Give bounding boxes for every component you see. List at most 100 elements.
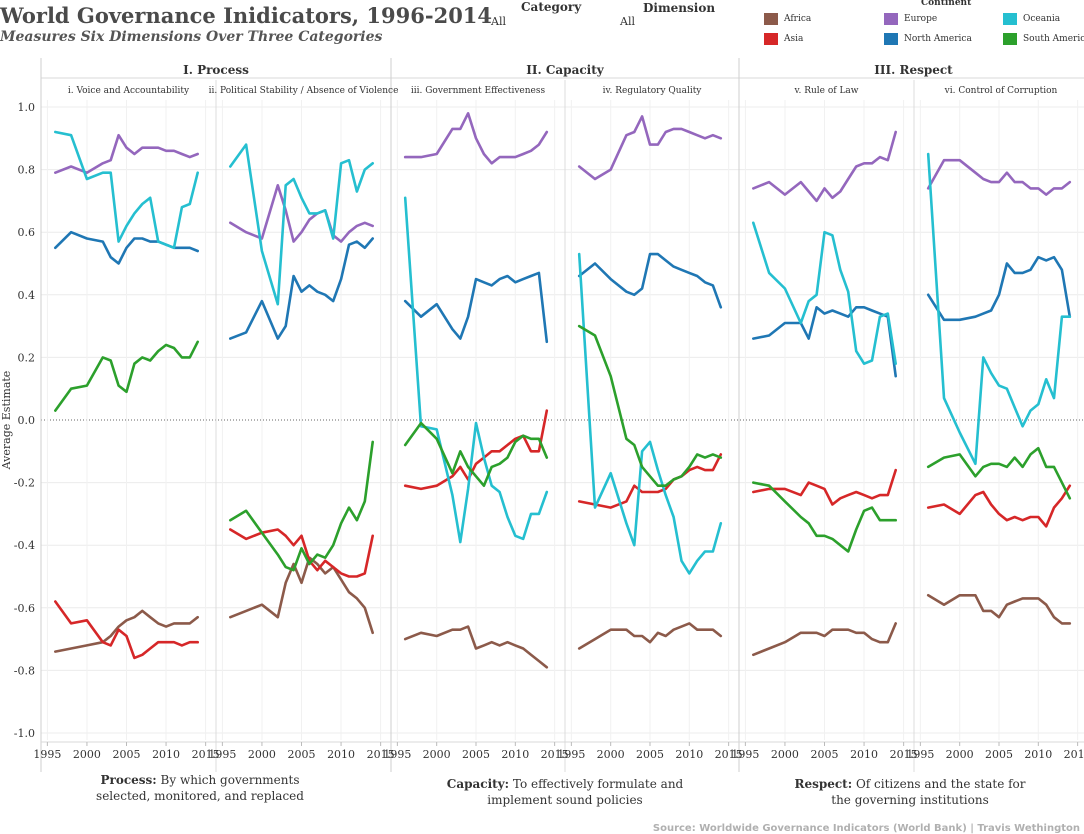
legend-item-asia[interactable]: Asia [764,33,803,45]
series-line-north-america [53,230,199,265]
legend-label: Europe [904,14,938,24]
series-line-asia [403,409,549,491]
respect-description-text: Of citizens and the state for the govern… [831,777,1026,807]
category-header: III. Respect [874,63,953,77]
category-header: II. Capacity [526,63,604,77]
x-tick-label: 1995 [557,748,585,761]
y-axis-title: Average Estimate [0,371,13,471]
series-line-south-america [53,340,199,412]
y-tick-label: 0.4 [18,289,36,302]
respect-description-bold: Respect: [794,777,853,791]
category-filter-label: Category [521,0,582,14]
series-line-asia [926,484,1072,528]
series-line-asia [229,528,375,578]
legend-swatch [884,13,898,25]
x-tick-label: 2005 [636,748,664,761]
legend-swatch [1003,13,1017,25]
series-line-oceania [403,196,549,544]
source-credit: Source: Worldwide Governance Indicators … [652,823,1080,834]
series-line-oceania [577,252,723,575]
panel-title: iii. Government Effectiveness [411,86,546,96]
dimension-filter-select[interactable]: All [620,15,635,28]
y-tick-label: -0.2 [14,477,35,490]
x-tick-label: 2015 [192,748,220,761]
legend-swatch [1003,33,1017,45]
legend-label: Africa [784,14,812,24]
series-line-europe [577,115,723,181]
panel-title: i. Voice and Accountability [68,86,190,96]
category-filter-select[interactable]: All [491,15,506,28]
x-tick-label: 2005 [985,748,1013,761]
legend-item-south-america[interactable]: South America [1003,33,1084,45]
x-tick-label: 1995 [208,748,236,761]
x-tick-label: 1995 [731,748,759,761]
panel-title: ii. Political Stability / Absence of Vio… [209,86,399,96]
x-tick-label: 2000 [73,748,101,761]
legend-item-europe[interactable]: Europe [884,13,937,25]
series-line-south-america [403,421,549,488]
series-line-north-america [229,237,375,340]
x-tick-label: 2005 [288,748,316,761]
x-tick-label: 2000 [771,748,799,761]
x-tick-label: 2010 [1024,748,1052,761]
x-tick-label: 1995 [33,748,61,761]
legend-item-africa[interactable]: Africa [764,13,811,25]
x-tick-label: 2015 [367,748,395,761]
legend-item-oceania[interactable]: Oceania [1003,13,1060,25]
series-line-europe [229,184,375,243]
x-tick-label: 2005 [113,748,141,761]
x-tick-label: 2010 [327,748,355,761]
y-tick-label: 0.8 [18,164,36,177]
chart-subtitle: Measures Six Dimensions Over Three Categ… [0,29,383,45]
category-header: I. Process [183,63,249,77]
x-tick-label: 2010 [850,748,878,761]
legend-title: Continent [921,0,972,8]
series-line-asia [53,600,199,660]
panel-title: vi. Control of Corruption [944,86,1058,96]
series-line-africa [926,593,1072,625]
series-line-asia [577,453,723,509]
series-line-africa [577,622,723,650]
series-line-north-america [577,252,723,309]
x-tick-label: 1995 [906,748,934,761]
y-tick-label: -0.4 [14,539,35,552]
series-line-europe [926,158,1072,196]
series-line-north-america [926,255,1072,322]
y-tick-label: 0.0 [18,414,36,427]
process-description-bold: Process: [100,773,157,787]
series-line-oceania [926,152,1072,466]
x-tick-label: 2015 [541,748,569,761]
y-tick-label: 0.6 [18,226,36,239]
process-description-text: By which governments selected, monitored… [96,773,304,803]
series-line-oceania [229,143,375,306]
process-description: Process: By which governments selected, … [80,772,320,804]
legend-label: Asia [784,34,804,44]
x-tick-label: 2015 [1064,748,1084,761]
series-line-asia [751,468,898,506]
chart-title: World Governance Inidicators, 1996-2014 [0,3,493,28]
x-tick-label: 2015 [890,748,918,761]
series-line-europe [751,130,898,203]
capacity-description-bold: Capacity: [446,777,510,791]
series-line-north-america [403,271,549,344]
series-line-africa [403,625,549,669]
series-line-africa [53,609,199,653]
legend-label: Oceania [1023,14,1061,24]
x-tick-label: 2000 [946,748,974,761]
legend-swatch [764,33,778,45]
y-tick-label: -0.6 [14,602,35,615]
series-line-south-america [926,446,1072,500]
series-line-oceania [53,130,199,250]
x-tick-label: 2000 [248,748,276,761]
series-line-africa [751,622,898,657]
series-line-north-america [751,305,898,378]
x-tick-label: 2000 [423,748,451,761]
panel-title: iv. Regulatory Quality [603,86,703,96]
series-line-south-america [229,440,375,572]
legend-item-north-america[interactable]: North America [884,33,972,45]
legend-swatch [764,13,778,25]
legend-label: North America [904,34,972,44]
capacity-description-text: To effectively formulate and implement s… [487,777,684,807]
x-tick-label: 2010 [152,748,180,761]
